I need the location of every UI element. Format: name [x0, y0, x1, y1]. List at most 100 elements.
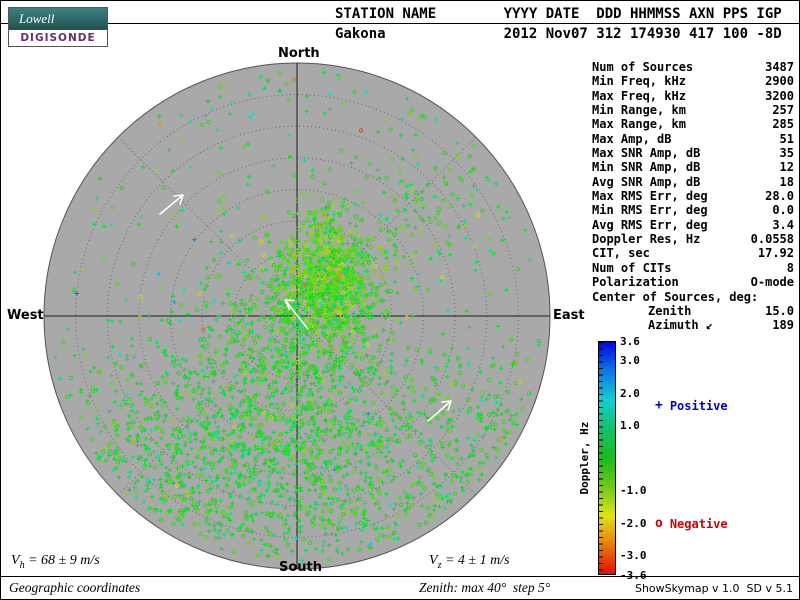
stat-row: Zenith 15.0	[592, 304, 794, 318]
plus-marker-icon: +	[655, 398, 663, 413]
header-station-values: Gakona 2012 Nov07 312 174930 417 100 -8D	[335, 26, 782, 42]
logo-lowell-text: Lowell	[19, 11, 55, 26]
stat-label: Min SNR Amp, dB	[592, 160, 701, 175]
stat-label: Azimuth ↙	[648, 318, 714, 333]
stat-label: Center of Sources, deg:	[592, 289, 759, 304]
compass-label-west: West	[7, 308, 44, 323]
stat-label: Max Freq, kHz	[592, 88, 686, 103]
stat-label: Num of Sources	[592, 60, 694, 74]
stat-row: Max SNR Amp, dB 35	[592, 146, 794, 160]
stat-label: CIT, sec	[592, 246, 650, 261]
colorbar-tick-label: 3.0	[620, 354, 640, 367]
stat-value: 285	[772, 117, 794, 132]
logo-digisonde: DIGISONDE	[9, 30, 107, 46]
circle-marker-icon: o	[655, 516, 663, 531]
footer-divider	[1, 576, 799, 577]
stat-label: Max RMS Err, deg	[592, 189, 708, 204]
stats-panel: Num of Sources 3487 Min Freq, kHz 2900 Max F…	[592, 60, 794, 333]
stat-value: O-mode	[750, 275, 794, 290]
stat-value: 189	[772, 318, 794, 333]
stat-label: Max SNR Amp, dB	[592, 146, 701, 161]
stat-label: Min RMS Err, deg	[592, 203, 708, 218]
stat-row: CIT, sec 17.92	[592, 246, 794, 260]
colorbar-tick-label: 3.6	[620, 334, 640, 348]
lowell-digisonde-logo: Lowell DIGISONDE	[8, 7, 108, 47]
colorbar-tick-label: -3.0	[620, 549, 647, 562]
stat-row: Max Freq, kHz 3200	[592, 89, 794, 103]
stat-value: 257	[772, 103, 794, 118]
legend-positive: + Positive	[655, 398, 728, 413]
stat-label: Avg SNR Amp, dB	[592, 174, 701, 189]
stat-row: Min RMS Err, deg 0.0	[592, 203, 794, 217]
legend-negative-label: Negative	[669, 516, 728, 531]
logo-digisonde-text: DIGISONDE	[20, 32, 96, 44]
colorbar-tick-label: -3.6	[620, 568, 647, 582]
stat-value: 12	[779, 160, 794, 175]
colorbar-axis-label: Doppler, Hz	[578, 421, 591, 495]
stat-value: 15.0	[765, 303, 794, 318]
stat-row: Avg RMS Err, deg 3.4	[592, 218, 794, 232]
stat-value: 35	[779, 146, 794, 161]
colorbar-tick-label: 1.0	[620, 419, 640, 432]
stat-value: 0.0558	[750, 232, 794, 247]
stat-value: 2900	[765, 74, 794, 89]
program-version: ShowSkymap v 1.0 SD v 5.1	[634, 582, 793, 595]
colorbar-minor-ticks	[599, 342, 603, 574]
compass-label-north: North	[278, 46, 320, 61]
colorbar-tick-label: 2.0	[620, 386, 640, 400]
stat-value: 0.0	[772, 203, 794, 218]
stat-value: 51	[779, 131, 794, 146]
stat-row: Num of CITs 8	[592, 261, 794, 275]
coordinates-note: Geographic coordinates	[9, 580, 141, 595]
header-column-titles: STATION NAME YYYY DATE DDD HHMMSS AXN PP…	[335, 6, 782, 22]
northwest-arrow	[159, 194, 184, 215]
compass-label-east: East	[553, 308, 585, 323]
stat-label: Max Amp, dB	[592, 131, 672, 146]
colorbar-gradient	[598, 341, 616, 575]
stat-label: Num of CITs	[592, 260, 672, 275]
stat-row: Num of Sources 3487	[592, 60, 794, 74]
horizontal-velocity-label: Vh = 68 ± 9 m/s	[11, 553, 100, 571]
zenith-scale-note: Zenith: max 40° step 5°	[419, 580, 551, 595]
drift-arrows	[159, 194, 452, 422]
stat-label: Avg RMS Err, deg	[592, 217, 708, 232]
stat-row: Avg SNR Amp, dB 18	[592, 175, 794, 189]
stat-row: Center of Sources, deg:	[592, 290, 794, 304]
logo-lowell: Lowell	[9, 8, 107, 30]
legend-positive-label: Positive	[669, 398, 728, 413]
stat-row: Max RMS Err, deg 28.0	[592, 189, 794, 203]
stat-row: Polarization O-mode	[592, 275, 794, 289]
stat-row: Min Freq, kHz 2900	[592, 74, 794, 88]
stat-row: Azimuth ↙ 189	[592, 318, 794, 332]
stat-label: Max Range, km	[592, 117, 686, 132]
stat-label: Polarization	[592, 275, 679, 290]
stat-row: Max Range, km 285	[592, 117, 794, 131]
stat-value: 28.0	[765, 189, 794, 204]
stat-row: Max Amp, dB 51	[592, 132, 794, 146]
stat-value: 17.92	[757, 246, 794, 261]
stat-value: 8	[786, 260, 794, 275]
vertical-velocity-label: Vz = 4 ± 1 m/s	[429, 553, 510, 571]
stat-row: Doppler Res, Hz 0.0558	[592, 232, 794, 246]
east-arrow	[427, 400, 452, 422]
stat-value: 3487	[765, 60, 794, 74]
scatter-points	[53, 70, 542, 563]
stat-value: 3.4	[772, 217, 794, 232]
header-divider	[1, 23, 799, 24]
stat-value: 3200	[765, 88, 794, 103]
stat-label: Doppler Res, Hz	[592, 232, 701, 247]
stat-label: Min Range, km	[592, 103, 686, 118]
stat-value: 18	[779, 174, 794, 189]
stat-label: Zenith	[648, 303, 692, 318]
stat-row: Min Range, km 257	[592, 103, 794, 117]
colorbar-tick-label: -2.0	[620, 516, 647, 530]
legend-negative: o Negative	[655, 516, 728, 531]
center-velocity-arrow	[284, 299, 309, 330]
doppler-colorbar: 3.6 3.0 2.0 1.0 -1.0 -2.0 -3.0 -3.6	[596, 335, 666, 591]
stat-label: Min Freq, kHz	[592, 74, 686, 89]
colorbar-tick-label: -1.0	[620, 484, 647, 497]
compass-label-south: South	[279, 560, 323, 575]
stat-row: Min SNR Amp, dB 12	[592, 160, 794, 174]
